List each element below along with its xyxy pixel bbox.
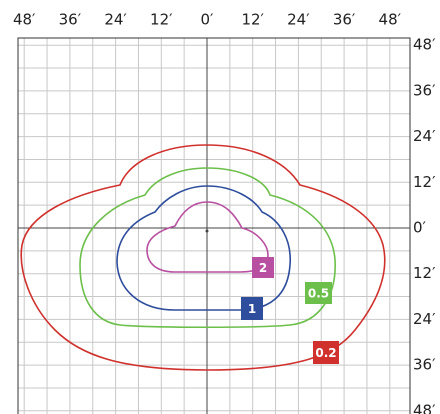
top-axis-label: 48′: [379, 11, 402, 29]
contour-label-box: [252, 257, 274, 278]
right-axis-label: 12′: [413, 264, 436, 282]
contour-label: 2: [259, 261, 267, 275]
luminaire-center: [205, 229, 209, 233]
right-axis-label: 24′: [413, 127, 436, 145]
right-axis-label: 36′: [413, 81, 436, 99]
contour: [146, 201, 269, 273]
top-axis-label: 12′: [150, 11, 173, 29]
right-axis-label: 48′: [413, 401, 436, 414]
right-axis-label: 48′: [413, 36, 436, 54]
grid: [18, 38, 410, 414]
top-axis-label: 0′: [201, 11, 215, 29]
contour-label-box: [241, 297, 263, 320]
right-axis-label: 24′: [413, 310, 436, 328]
contour-label: 0.2: [315, 346, 336, 360]
top-axis-label: 36′: [333, 11, 356, 29]
top-axis-label: 36′: [59, 11, 82, 29]
contour: [116, 185, 291, 311]
top-axis-label: 24′: [287, 11, 310, 29]
right-axis-label: 12′: [413, 173, 436, 191]
top-axis-label: 12′: [241, 11, 264, 29]
right-axis-label: 0′: [413, 219, 427, 237]
right-axis-label: 36′: [413, 356, 436, 374]
contour-label: 1: [248, 302, 256, 316]
plot-border: [17, 37, 411, 414]
top-axis-label: 24′: [104, 11, 127, 29]
contour-label-box: [313, 341, 339, 364]
contour: [79, 167, 336, 329]
contour-label-box: [305, 282, 332, 304]
top-axis-label: 48′: [13, 11, 36, 29]
contour: [20, 144, 386, 371]
contour-label: 0.5: [308, 287, 329, 301]
